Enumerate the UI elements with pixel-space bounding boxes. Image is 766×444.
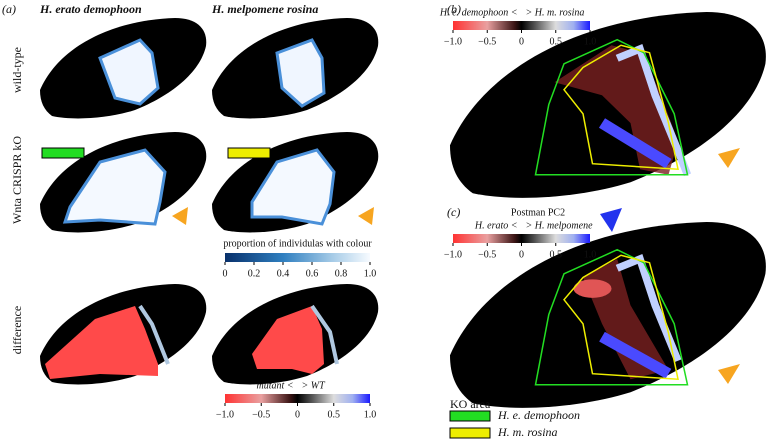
wing bbox=[212, 284, 379, 385]
wing bbox=[212, 18, 379, 119]
colorbar-left-label: mutant < bbox=[256, 380, 293, 391]
panel-label: (c) bbox=[447, 205, 460, 219]
legend-label: H. e. demophoon bbox=[497, 408, 580, 422]
colorbar-tick-label: 0.2 bbox=[248, 268, 261, 279]
panel-title: Postman PC2 bbox=[511, 207, 565, 218]
colorbar-tick-label: −0.5 bbox=[478, 249, 496, 260]
wing bbox=[450, 222, 766, 408]
legend-label: H. m. rosina bbox=[497, 425, 558, 439]
colorbar bbox=[453, 234, 590, 243]
ko-swatch bbox=[227, 147, 271, 159]
colorbar-tick-label: 0 bbox=[295, 409, 300, 420]
wing bbox=[212, 132, 379, 233]
colorbar-tick-label: 1.0 bbox=[364, 409, 377, 420]
colorbar-title: proportion of individulas with colour bbox=[223, 238, 372, 249]
panel-label: (a) bbox=[2, 2, 16, 16]
colorbar-tick-label: 0 bbox=[223, 268, 228, 279]
colorbar-right-label: > H. melpomene bbox=[526, 220, 594, 231]
row-label: Wnta CRISPR kO bbox=[10, 136, 24, 224]
column-title: H. melpomene rosina bbox=[211, 2, 318, 16]
wing bbox=[40, 132, 207, 233]
colorbar-tick-label: 0.5 bbox=[550, 36, 563, 47]
wing bbox=[450, 12, 766, 198]
colorbar bbox=[453, 21, 590, 30]
column-title: H. erato demophoon bbox=[39, 2, 142, 16]
colorbar-tick-label: 0.5 bbox=[550, 249, 563, 260]
colorbar-tick-label: 0 bbox=[519, 249, 524, 260]
wing bbox=[40, 284, 207, 385]
colorbar-tick-label: 1.0 bbox=[364, 268, 377, 279]
arrowhead bbox=[600, 208, 622, 232]
panel-b: (b) bbox=[447, 2, 766, 198]
colorbar-tick-label: −1.0 bbox=[444, 36, 462, 47]
colorbar-tick-label: 0.8 bbox=[335, 268, 348, 279]
colorbar-right-label: > H. m. rosina bbox=[526, 7, 585, 18]
colorbar-tick-label: 0.6 bbox=[306, 268, 319, 279]
colorbar-tick-label: −0.5 bbox=[478, 36, 496, 47]
row-label: difference bbox=[10, 306, 24, 354]
wing bbox=[40, 18, 207, 119]
colorbar bbox=[225, 253, 370, 262]
arrowhead bbox=[172, 207, 188, 225]
colorbar-left-label: H. erato < bbox=[474, 220, 518, 231]
colorbar-tick-label: −0.5 bbox=[252, 409, 270, 420]
arrowhead bbox=[718, 364, 740, 384]
ko-swatch bbox=[41, 147, 85, 159]
colorbar-tick-label: 1.0 bbox=[584, 36, 597, 47]
arrowhead bbox=[358, 207, 374, 225]
legend-swatch bbox=[449, 410, 491, 422]
colorbar-tick-label: 0 bbox=[519, 36, 524, 47]
legend-swatch bbox=[449, 427, 491, 439]
colorbar-tick-label: 1.0 bbox=[584, 249, 597, 260]
row-label: wild-type bbox=[10, 47, 24, 93]
panel-label: (b) bbox=[447, 2, 461, 16]
colorbar-tick-label: 0.5 bbox=[328, 409, 341, 420]
colorbar bbox=[225, 394, 370, 403]
panel-c: (c) Postman PC2 bbox=[447, 205, 766, 408]
colorbar-tick-label: 0.4 bbox=[277, 268, 290, 279]
legend: KO area bbox=[450, 397, 491, 411]
colorbar-right-label: > WT bbox=[302, 380, 327, 391]
colorbar-tick-label: −1.0 bbox=[216, 409, 234, 420]
legend-title: KO area bbox=[450, 397, 491, 411]
colorbar-tick-label: −1.0 bbox=[444, 249, 462, 260]
arrowhead bbox=[718, 148, 740, 168]
colorbar-left-label: H. e. demophoon < bbox=[439, 7, 518, 18]
panel-a: (a) H. erato demophoon H. melpomene rosi… bbox=[2, 2, 379, 385]
